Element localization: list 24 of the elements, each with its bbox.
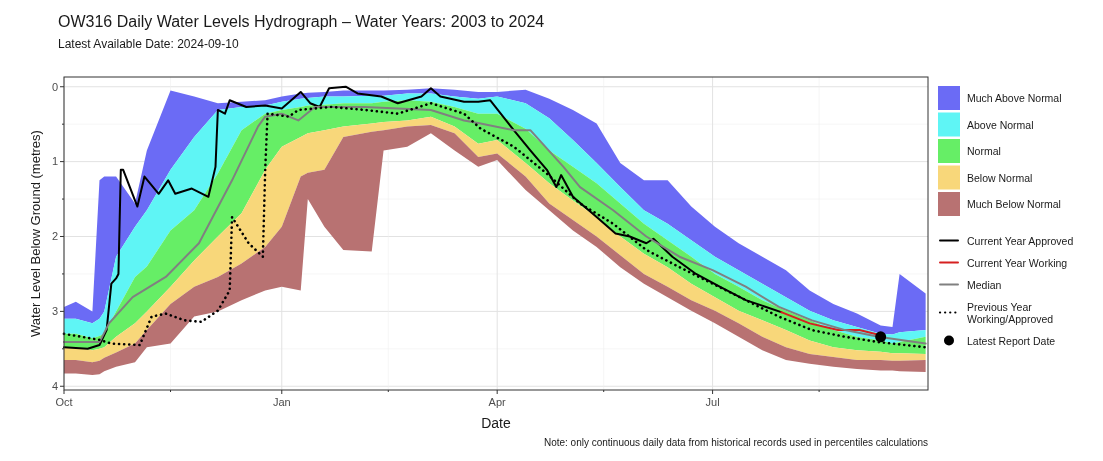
x-tick-label: Oct (55, 396, 73, 408)
chart-subtitle: Latest Available Date: 2024-09-10 (58, 37, 239, 51)
legend-label: Normal (967, 145, 1001, 157)
y-axis-title: Water Level Below Ground (metres) (28, 130, 43, 337)
legend-label: Previous Year Working/Approved (967, 300, 1054, 325)
x-tick-label: Apr (488, 396, 507, 408)
y-tick-label: 0 (51, 80, 58, 93)
legend-label: Current Year Working (967, 256, 1068, 269)
y-tick-label: 3 (51, 305, 58, 318)
legend-label: Much Below Normal (967, 198, 1061, 210)
legend-label: Above Normal (967, 118, 1034, 131)
x-axis-title: Date (481, 415, 511, 431)
legend-label: Below Normal (967, 171, 1033, 184)
x-tick-label: Jul (705, 396, 720, 408)
chart-title: OW316 Daily Water Levels Hydrograph – Water Years: 2003 to 2024 (58, 13, 545, 30)
x-tick-label: Jan (272, 396, 291, 408)
legend-label: Much Above Normal (967, 92, 1062, 104)
y-tick-label: 1 (51, 155, 58, 168)
y-tick-label: 4 (51, 380, 58, 393)
y-tick-label: 2 (51, 230, 58, 243)
text: Note: only continuous daily data from historical records used in percentiles calculations (543, 437, 928, 448)
legend-label: Median (967, 278, 1002, 291)
legend-label: Current Year Approved (967, 234, 1074, 247)
legend-label: Latest Report Date (967, 334, 1056, 347)
